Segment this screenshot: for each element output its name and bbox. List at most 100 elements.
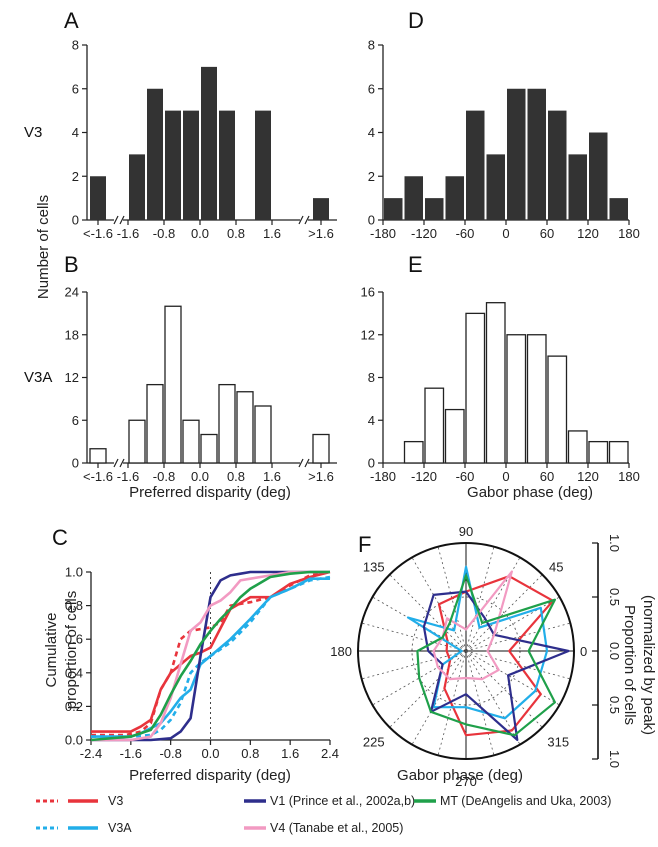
panel-letter-b: B	[64, 252, 79, 277]
panel-letter-f: F	[358, 532, 371, 557]
x-tick-label-B: 1.6	[263, 469, 281, 484]
x-tick-label-A: -1.6	[117, 226, 139, 241]
bar-D	[486, 154, 505, 220]
x-tick-label-C: -1.6	[120, 746, 142, 761]
y-tick-label-E: 4	[368, 413, 375, 428]
axis-break-B	[298, 458, 304, 468]
ylabel-c-line2: proportion of cells	[63, 591, 80, 709]
legend-label: V1 (Prince et al., 2002a,b)	[270, 794, 415, 808]
x-tick-label-E: -180	[370, 469, 396, 484]
axis-break-B	[304, 458, 310, 468]
bar-B	[146, 383, 164, 464]
x-tick-label-E: 180	[618, 469, 640, 484]
x-tick-label-D: 60	[540, 226, 554, 241]
ylabel-f-line2: (normalized by peak)	[640, 595, 657, 735]
polar-grid-spoke	[465, 650, 560, 706]
legend-item-v3: V3	[36, 794, 123, 808]
x-tick-label-E: 60	[540, 469, 554, 484]
polar-angle-label: 270	[455, 774, 477, 789]
bar-E	[526, 334, 547, 464]
polar-grid-spoke	[361, 650, 467, 680]
bar-E	[465, 312, 486, 464]
bar-D	[609, 198, 628, 220]
x-tick-label-D: 0	[502, 226, 509, 241]
bar-B	[164, 305, 182, 464]
polar-grid-spoke	[465, 650, 543, 728]
legend: V3 V1 (Prince et al., 2002a,b) MT (DeAngel…	[36, 794, 611, 835]
bar-E	[567, 430, 588, 464]
x-tick-label-B: 0.0	[191, 469, 209, 484]
y-tick-label-C: 0.8	[65, 598, 83, 613]
y-tick-label-D: 4	[368, 125, 375, 140]
y-tick-label-D: 0	[368, 213, 375, 228]
bar-D	[404, 176, 423, 220]
polar-grid-spoke	[411, 650, 467, 745]
bar-A	[255, 110, 271, 220]
bar-E	[403, 440, 424, 464]
polar-grid-spoke	[465, 650, 495, 756]
x-tick-label-A: 0.8	[227, 226, 245, 241]
x-tick-label-D: -180	[370, 226, 396, 241]
ylabel-number-of-cells: Number of cells	[35, 195, 52, 299]
polar-grid-spoke	[389, 574, 467, 652]
polar-grid-spoke	[465, 622, 571, 652]
y-tick-label-B: 6	[72, 413, 79, 428]
bar-A	[90, 176, 106, 220]
x-tick-label-A: 1.6	[263, 226, 281, 241]
x-tick-label-E: 120	[577, 469, 599, 484]
xlabel-phase-e: Gabor phase (deg)	[467, 484, 593, 501]
y-tick-label-E: 8	[368, 370, 375, 385]
bar-A	[219, 110, 235, 220]
x-tick-label-E: -120	[411, 469, 437, 484]
radial-scale-label: 1.0	[607, 534, 622, 552]
y-tick-label-A: 6	[72, 81, 79, 96]
y-tick-label-B: 12	[65, 370, 79, 385]
series-line-mt	[90, 570, 330, 742]
bar-E	[444, 408, 465, 464]
x-tick-label-C: 2.4	[321, 746, 339, 761]
bar-D	[548, 110, 567, 220]
xlabel-disparity-b: Preferred disparity (deg)	[129, 484, 291, 501]
x-tick-label-E: -60	[456, 469, 475, 484]
y-tick-label-D: 2	[368, 169, 375, 184]
series-line-v4	[91, 570, 330, 742]
polar-grid-spoke	[465, 650, 571, 680]
series-line-v1	[91, 570, 330, 742]
radial-scale-label: 0.5	[607, 696, 622, 714]
x-tick-label-C: -0.8	[159, 746, 181, 761]
x-tick-label-D: -120	[411, 226, 437, 241]
radial-scale-label: 0.5	[607, 588, 622, 606]
y-tick-label-B: 0	[72, 456, 79, 471]
y-tick-label-E: 16	[361, 285, 375, 300]
legend-item-v4: V4 (Tanabe et al., 2005)	[244, 821, 403, 835]
row-label-v3a: V3A	[24, 369, 52, 386]
bar-A	[313, 198, 329, 220]
polar-grid-spoke	[437, 650, 467, 756]
bar-B	[182, 419, 200, 464]
y-tick-label-A: 0	[72, 213, 79, 228]
radial-scale-label: 1.0	[607, 750, 622, 768]
y-tick-label-C: 0.6	[65, 632, 83, 647]
bar-B	[236, 391, 254, 464]
x-tick-label-A: >1.6	[308, 226, 334, 241]
x-tick-label-C: 1.6	[281, 746, 299, 761]
bar-D	[527, 88, 546, 220]
bar-E	[608, 440, 629, 464]
y-tick-label-A: 8	[72, 38, 79, 53]
bar-B	[312, 433, 330, 464]
y-tick-label-C: 0.0	[65, 733, 83, 748]
x-tick-label-A: -0.8	[153, 226, 175, 241]
y-tick-label-D: 8	[368, 38, 375, 53]
x-tick-label-A: 0.0	[191, 226, 209, 241]
bar-D	[466, 110, 485, 220]
bar-B	[200, 433, 218, 464]
x-tick-label-A: <-1.6	[83, 226, 113, 241]
x-tick-label-C: -2.4	[80, 746, 102, 761]
bar-B	[218, 383, 236, 464]
bar-D	[384, 198, 403, 220]
x-tick-label-C: 0.0	[201, 746, 219, 761]
radial-scale-label: 0.0	[607, 642, 622, 660]
polar-series-v4	[432, 570, 513, 681]
